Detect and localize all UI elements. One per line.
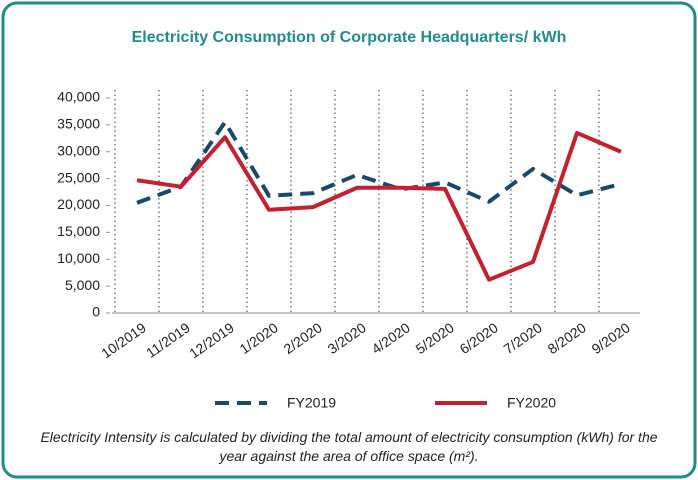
y-tick-label: 35,000 <box>57 116 100 132</box>
y-tick-label: 5,000 <box>65 277 100 293</box>
y-tick-label: 25,000 <box>57 169 100 185</box>
y-tick-label: 20,000 <box>57 196 100 212</box>
series-line <box>136 120 622 205</box>
legend-label: FY2020 <box>507 395 556 411</box>
y-tick-label: 0 <box>92 304 100 320</box>
legend-label: FY2019 <box>287 395 336 411</box>
y-tick-label: 10,000 <box>57 250 100 266</box>
chart-title: Electricity Consumption of Corporate Hea… <box>132 29 567 46</box>
series-line <box>136 130 622 282</box>
footnote: Electricity Intensity is calculated by d… <box>40 429 658 464</box>
y-tick-label: 15,000 <box>57 223 100 239</box>
y-tick-label: 30,000 <box>57 142 100 158</box>
y-tick-label: 40,000 <box>57 89 100 105</box>
